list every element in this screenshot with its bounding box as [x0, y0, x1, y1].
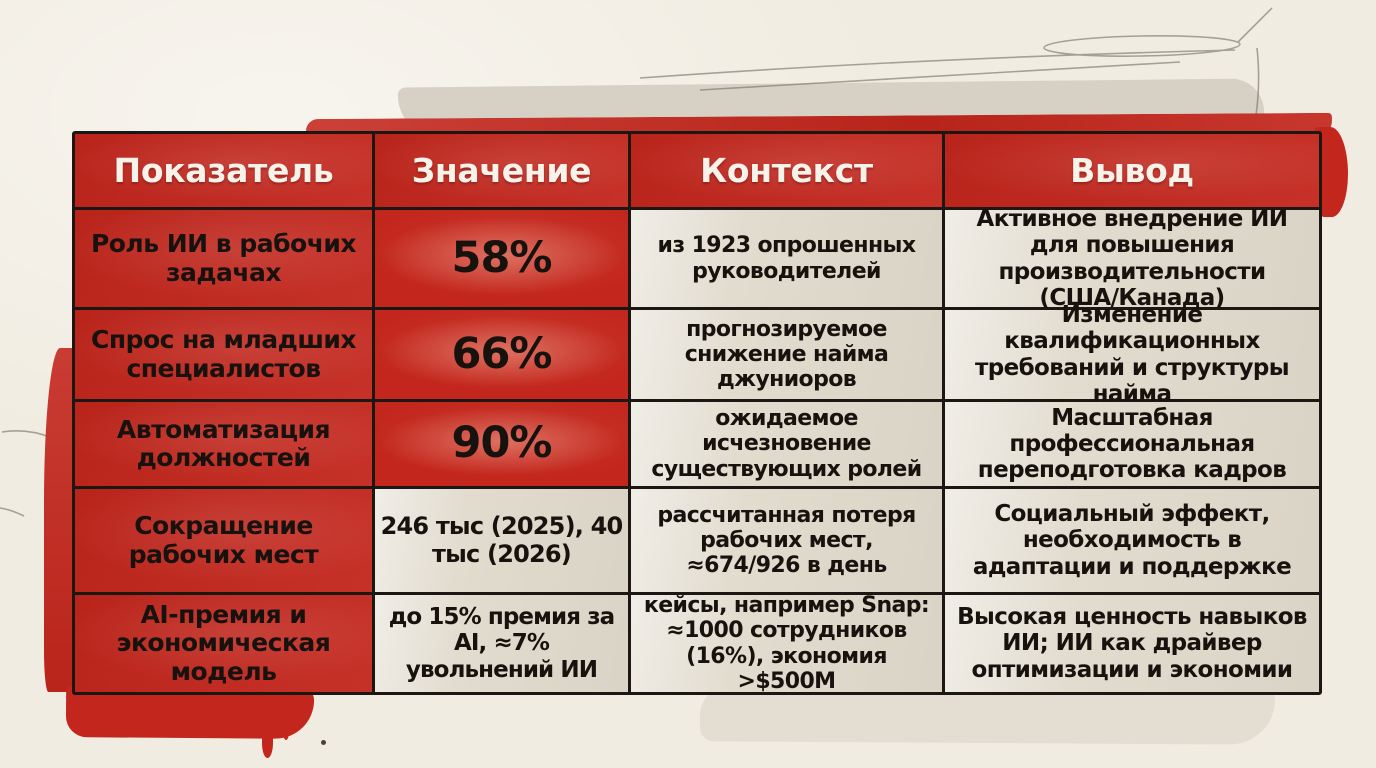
header-cell-conclusion: Вывод [945, 134, 1319, 210]
table-cell-conclusion: Активное внедрение ИИ для повышения прои… [945, 206, 1319, 311]
table-cell-value: 58% [375, 210, 631, 310]
ink-speck [321, 740, 326, 745]
table-cell-indicator: Роль ИИ в рабочих задачах [75, 210, 375, 310]
table-cell-indicator: Сокращение рабочих мест [75, 489, 375, 595]
table-cell-context: ожидаемое исчезновение существующих роле… [631, 402, 945, 489]
red-paint-drip [262, 728, 273, 758]
red-paint-drip [283, 724, 289, 740]
table-cell-context: из 1923 опрошенных руководителей [631, 210, 945, 310]
table-cell-value: 246 тыс (2025), 40 тыс (2026) [375, 489, 631, 595]
table-cell-indicator: AI-премия и экономическая модель [75, 595, 375, 692]
table-cell-context: рассчитанная потеря рабочих мест, ≈674/9… [631, 489, 945, 595]
header-cell-context: Контекст [631, 134, 945, 210]
table-cell-context: кейсы, например Snap: ≈1000 сотрудников … [631, 593, 945, 694]
table-cell-indicator: Автоматизация должностей [75, 402, 375, 489]
ai-impact-table: Показатель Значение Контекст Вывод Роль … [72, 131, 1322, 695]
table-cell-conclusion: Социальный эффект, необходимость в адапт… [945, 489, 1319, 595]
table-cell-conclusion: Высокая ценность навыков ИИ; ИИ как драй… [945, 595, 1319, 692]
table-cell-conclusion: Масштабная профессиональная переподготов… [945, 402, 1319, 489]
header-cell-indicator: Показатель [75, 134, 375, 210]
table-cell-value: до 15% премия за AI, ≈7% увольнений ИИ [375, 595, 631, 692]
table-cell-value: 90% [375, 402, 631, 489]
table-cell-conclusion: Изменение квалификационных требований и … [945, 302, 1319, 407]
header-cell-value: Значение [375, 134, 631, 210]
table-cell-value: 66% [375, 310, 631, 402]
table-cell-context: прогнозируемое снижение найма джуниоров [631, 310, 945, 402]
table-cell-indicator: Спрос на младших специалистов [75, 310, 375, 402]
